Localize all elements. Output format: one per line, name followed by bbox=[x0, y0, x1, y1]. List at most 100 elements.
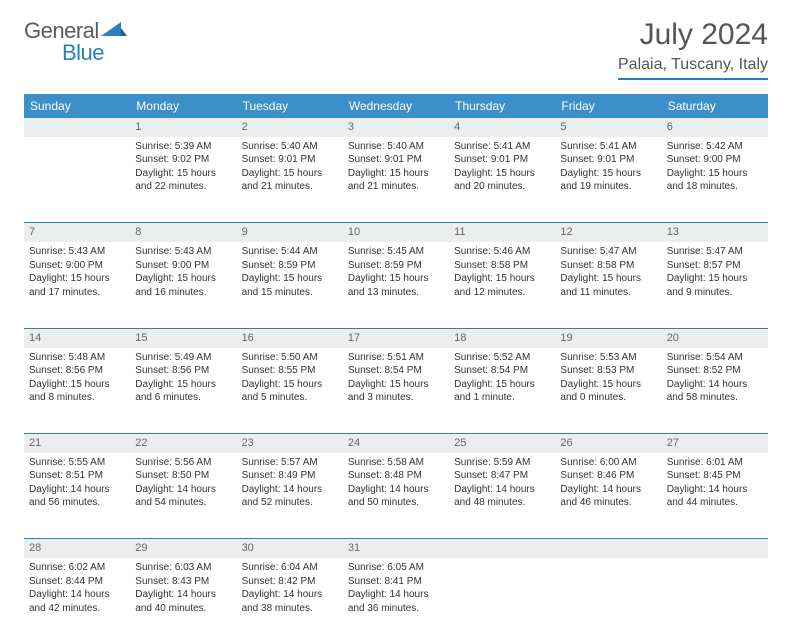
day-cell: Sunrise: 5:49 AMSunset: 8:56 PMDaylight:… bbox=[130, 348, 236, 434]
day-cell: Sunrise: 5:42 AMSunset: 9:00 PMDaylight:… bbox=[662, 137, 768, 223]
day-info-line: Sunrise: 5:46 AM bbox=[454, 245, 550, 259]
day-info-line: Sunset: 9:00 PM bbox=[29, 259, 125, 273]
day-info-line: Sunrise: 5:52 AM bbox=[454, 351, 550, 365]
day-info-line: Sunrise: 5:41 AM bbox=[560, 140, 656, 154]
day-info-line: and 54 minutes. bbox=[135, 496, 231, 510]
day-info-line: Sunrise: 5:53 AM bbox=[560, 351, 656, 365]
day-number: 13 bbox=[662, 223, 768, 242]
day-header: Saturday bbox=[662, 94, 768, 118]
day-info-line: Sunrise: 6:05 AM bbox=[348, 561, 444, 575]
day-info-line: and 3 minutes. bbox=[348, 391, 444, 405]
day-number bbox=[24, 118, 130, 137]
day-info-line: Sunset: 9:02 PM bbox=[135, 153, 231, 167]
day-number: 21 bbox=[24, 434, 130, 453]
day-info-line: Sunset: 8:57 PM bbox=[667, 259, 763, 273]
logo-text-blue: Blue bbox=[62, 40, 104, 66]
day-header: Sunday bbox=[24, 94, 130, 118]
day-info-line: and 18 minutes. bbox=[667, 180, 763, 194]
day-cell bbox=[555, 558, 661, 644]
daynum-row: 14151617181920 bbox=[24, 328, 768, 347]
day-cell: Sunrise: 5:39 AMSunset: 9:02 PMDaylight:… bbox=[130, 137, 236, 223]
day-info-line: Sunrise: 5:39 AM bbox=[135, 140, 231, 154]
day-info-line: Daylight: 15 hours bbox=[560, 378, 656, 392]
calendar-table: Sunday Monday Tuesday Wednesday Thursday… bbox=[24, 94, 768, 644]
day-info-line: Daylight: 15 hours bbox=[242, 378, 338, 392]
day-cell: Sunrise: 5:43 AMSunset: 9:00 PMDaylight:… bbox=[130, 242, 236, 328]
day-info-line: and 56 minutes. bbox=[29, 496, 125, 510]
day-header-row: Sunday Monday Tuesday Wednesday Thursday… bbox=[24, 94, 768, 118]
day-cell: Sunrise: 6:01 AMSunset: 8:45 PMDaylight:… bbox=[662, 453, 768, 539]
day-info-line: Daylight: 15 hours bbox=[454, 378, 550, 392]
day-header: Monday bbox=[130, 94, 236, 118]
day-cell: Sunrise: 5:47 AMSunset: 8:58 PMDaylight:… bbox=[555, 242, 661, 328]
day-number bbox=[449, 539, 555, 558]
day-info-line: and 16 minutes. bbox=[135, 286, 231, 300]
day-info-line: Sunrise: 5:57 AM bbox=[242, 456, 338, 470]
day-cell: Sunrise: 5:54 AMSunset: 8:52 PMDaylight:… bbox=[662, 348, 768, 434]
day-cell: Sunrise: 5:53 AMSunset: 8:53 PMDaylight:… bbox=[555, 348, 661, 434]
day-info-line: and 58 minutes. bbox=[667, 391, 763, 405]
day-number: 16 bbox=[237, 328, 343, 347]
day-info-line: Sunset: 8:42 PM bbox=[242, 575, 338, 589]
day-info-line: Sunrise: 5:40 AM bbox=[242, 140, 338, 154]
day-info-line: and 38 minutes. bbox=[242, 602, 338, 616]
day-info-line: and 15 minutes. bbox=[242, 286, 338, 300]
day-cell bbox=[449, 558, 555, 644]
day-info-line: Sunset: 8:48 PM bbox=[348, 469, 444, 483]
week-row: Sunrise: 5:48 AMSunset: 8:56 PMDaylight:… bbox=[24, 348, 768, 434]
day-info-line: Sunrise: 6:02 AM bbox=[29, 561, 125, 575]
day-info-line: and 12 minutes. bbox=[454, 286, 550, 300]
title-block: July 2024 Palaia, Tuscany, Italy bbox=[618, 18, 768, 80]
day-cell: Sunrise: 6:04 AMSunset: 8:42 PMDaylight:… bbox=[237, 558, 343, 644]
day-cell: Sunrise: 6:02 AMSunset: 8:44 PMDaylight:… bbox=[24, 558, 130, 644]
day-number bbox=[662, 539, 768, 558]
day-info-line: and 40 minutes. bbox=[135, 602, 231, 616]
day-cell bbox=[662, 558, 768, 644]
day-info-line: Sunrise: 5:41 AM bbox=[454, 140, 550, 154]
day-number: 31 bbox=[343, 539, 449, 558]
day-info-line: Sunset: 8:51 PM bbox=[29, 469, 125, 483]
day-number: 5 bbox=[555, 118, 661, 137]
day-info-line: Sunset: 9:00 PM bbox=[667, 153, 763, 167]
day-info-line: Daylight: 15 hours bbox=[242, 167, 338, 181]
day-cell: Sunrise: 5:59 AMSunset: 8:47 PMDaylight:… bbox=[449, 453, 555, 539]
day-number: 26 bbox=[555, 434, 661, 453]
day-info-line: and 42 minutes. bbox=[29, 602, 125, 616]
day-number: 1 bbox=[130, 118, 236, 137]
day-info-line: Sunset: 8:55 PM bbox=[242, 364, 338, 378]
week-row: Sunrise: 5:43 AMSunset: 9:00 PMDaylight:… bbox=[24, 242, 768, 328]
day-info-line: Sunset: 8:53 PM bbox=[560, 364, 656, 378]
day-info-line: Sunrise: 5:51 AM bbox=[348, 351, 444, 365]
day-info-line: Sunrise: 5:47 AM bbox=[667, 245, 763, 259]
day-info-line: Sunset: 8:54 PM bbox=[454, 364, 550, 378]
day-info-line: and 36 minutes. bbox=[348, 602, 444, 616]
daynum-row: 21222324252627 bbox=[24, 434, 768, 453]
day-info-line: Sunset: 8:44 PM bbox=[29, 575, 125, 589]
day-number bbox=[555, 539, 661, 558]
day-info-line: and 0 minutes. bbox=[560, 391, 656, 405]
day-cell: Sunrise: 5:58 AMSunset: 8:48 PMDaylight:… bbox=[343, 453, 449, 539]
day-info-line: Sunset: 9:00 PM bbox=[135, 259, 231, 273]
day-info-line: and 21 minutes. bbox=[242, 180, 338, 194]
day-number: 18 bbox=[449, 328, 555, 347]
logo-triangle-icon bbox=[101, 20, 127, 43]
day-info-line: Sunset: 9:01 PM bbox=[242, 153, 338, 167]
day-cell: Sunrise: 5:45 AMSunset: 8:59 PMDaylight:… bbox=[343, 242, 449, 328]
day-cell: Sunrise: 5:46 AMSunset: 8:58 PMDaylight:… bbox=[449, 242, 555, 328]
location-label: Palaia, Tuscany, Italy bbox=[618, 56, 768, 80]
day-cell: Sunrise: 5:55 AMSunset: 8:51 PMDaylight:… bbox=[24, 453, 130, 539]
day-info-line: Daylight: 14 hours bbox=[667, 483, 763, 497]
day-info-line: Daylight: 15 hours bbox=[667, 272, 763, 286]
day-info-line: Sunrise: 5:43 AM bbox=[29, 245, 125, 259]
day-number: 2 bbox=[237, 118, 343, 137]
day-info-line: and 22 minutes. bbox=[135, 180, 231, 194]
day-number: 12 bbox=[555, 223, 661, 242]
day-info-line: Daylight: 14 hours bbox=[348, 483, 444, 497]
day-info-line: Daylight: 14 hours bbox=[242, 483, 338, 497]
day-info-line: Daylight: 15 hours bbox=[348, 378, 444, 392]
day-info-line: Sunrise: 5:40 AM bbox=[348, 140, 444, 154]
day-info-line: Sunset: 8:56 PM bbox=[29, 364, 125, 378]
month-title: July 2024 bbox=[618, 18, 768, 52]
day-cell bbox=[24, 137, 130, 223]
day-info-line: Sunrise: 6:03 AM bbox=[135, 561, 231, 575]
